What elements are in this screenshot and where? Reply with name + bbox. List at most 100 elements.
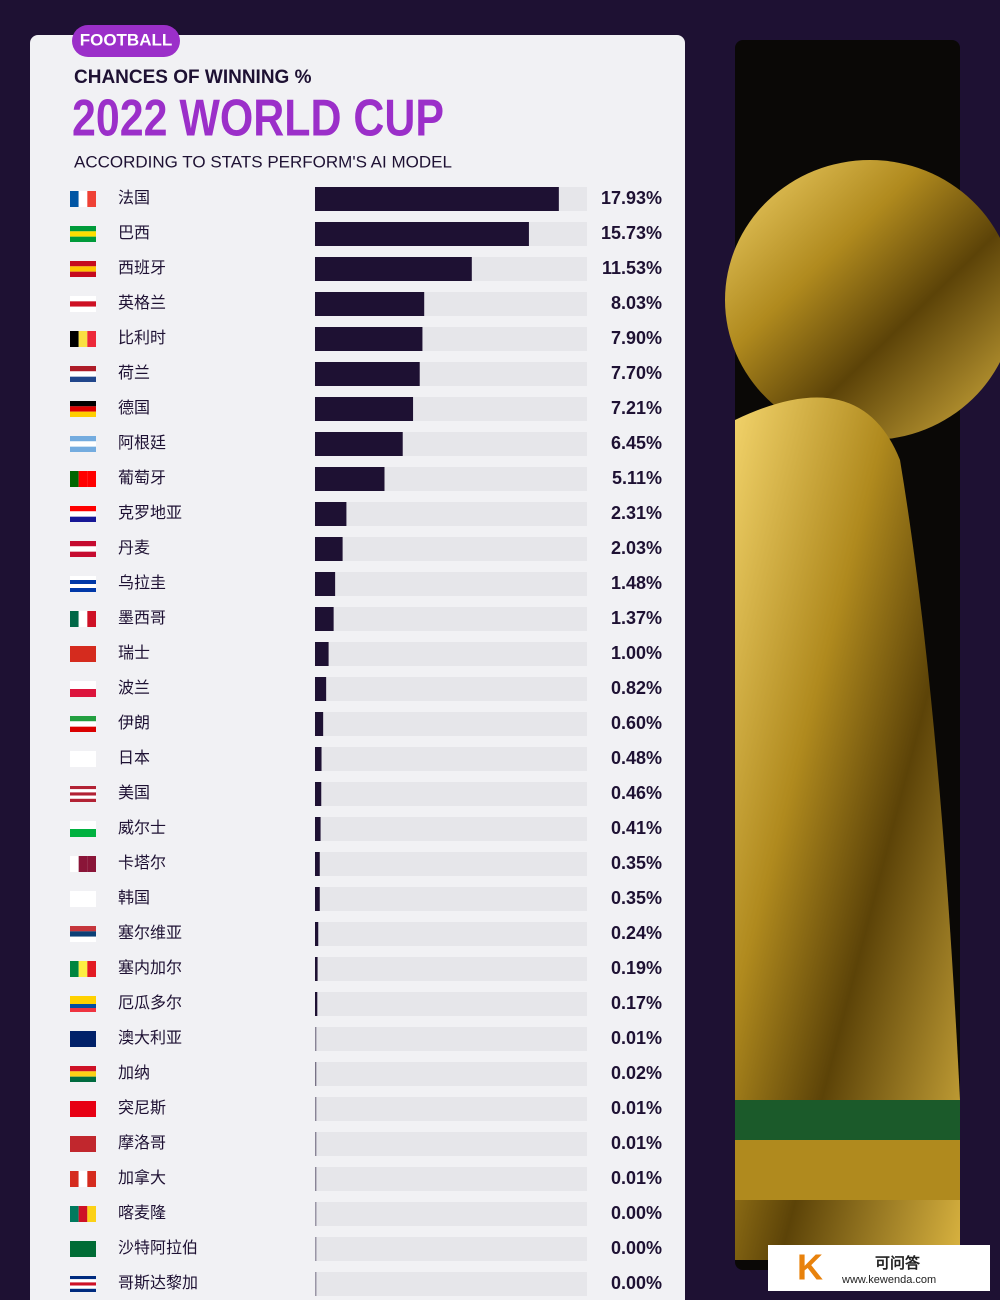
- flag: [70, 271, 96, 277]
- flag: [70, 856, 79, 872]
- flag: [70, 376, 96, 382]
- category-label: 塞内加尔: [118, 959, 182, 977]
- bar-track-edge: [315, 1097, 317, 1121]
- category-label: 澳大利亚: [118, 1029, 182, 1047]
- bar: [315, 852, 320, 876]
- category-label: 伊朗: [118, 714, 150, 732]
- bar-track: [315, 712, 587, 736]
- category-label: 乌拉圭: [118, 574, 166, 592]
- flag: [70, 1285, 96, 1289]
- bar: [315, 817, 321, 841]
- flag: [70, 301, 96, 307]
- category-label: 葡萄牙: [118, 469, 166, 487]
- flag: [78, 331, 88, 347]
- category-label: 加拿大: [118, 1168, 166, 1187]
- flag: [70, 371, 96, 377]
- flag: [70, 541, 96, 547]
- flag: [70, 1008, 96, 1012]
- value-label: 0.48%: [611, 748, 662, 768]
- bar: [315, 572, 336, 596]
- flag: [78, 856, 88, 872]
- flag: [70, 1000, 96, 1004]
- bar-track: [315, 1027, 587, 1051]
- category-label: 德国: [118, 399, 150, 417]
- value-label: 0.82%: [611, 678, 662, 698]
- flag: [70, 931, 96, 937]
- bar-track: [315, 747, 587, 771]
- value-label: 6.45%: [611, 433, 662, 453]
- bar-track-edge: [315, 1272, 317, 1296]
- flag: [70, 1066, 96, 1072]
- svg-text:K: K: [797, 1247, 823, 1288]
- value-label: 2.31%: [611, 503, 662, 523]
- flag: [70, 1282, 96, 1286]
- flag: [78, 961, 88, 977]
- category-label: 威尔士: [118, 819, 166, 837]
- flag: [70, 226, 96, 232]
- value-label: 0.19%: [611, 958, 662, 978]
- value-label: 2.03%: [611, 538, 662, 558]
- flag: [70, 584, 96, 588]
- category-label: 卡塔尔: [118, 854, 166, 872]
- badge: [72, 25, 180, 57]
- bar: [315, 537, 343, 561]
- bar-track: [315, 1097, 587, 1121]
- flag: [70, 961, 79, 977]
- bar-track: [315, 1237, 587, 1261]
- bar: [315, 362, 420, 386]
- bar: [315, 992, 318, 1016]
- flag: [70, 681, 96, 689]
- category-label: 韩国: [118, 889, 150, 907]
- bar: [315, 642, 329, 666]
- bar-track: [315, 782, 587, 806]
- flag: [70, 798, 96, 802]
- flag: [70, 751, 96, 767]
- bar: [315, 257, 472, 281]
- flag: [70, 411, 96, 417]
- category-label: 波兰: [118, 679, 150, 697]
- flag: [70, 789, 96, 793]
- flag: [70, 1206, 79, 1222]
- value-label: 17.93%: [601, 188, 662, 208]
- value-label: 0.35%: [611, 853, 662, 873]
- bar-track: [315, 957, 587, 981]
- flag: [70, 926, 96, 932]
- flag: [87, 331, 96, 347]
- bar: [315, 922, 319, 946]
- category-label: 英格兰: [118, 294, 166, 312]
- flag: [87, 611, 96, 627]
- bar-track: [315, 992, 587, 1016]
- flag: [70, 436, 96, 442]
- flag: [70, 446, 96, 452]
- flag: [78, 611, 88, 627]
- value-label: 0.00%: [611, 1273, 662, 1293]
- bar: [315, 397, 414, 421]
- flag: [70, 306, 96, 312]
- card: [30, 35, 685, 1300]
- chart-caption: ACCORDING TO STATS PERFORM'S AI MODEL: [74, 152, 452, 171]
- bar-track: [315, 922, 587, 946]
- flag: [78, 1206, 88, 1222]
- bar: [315, 467, 385, 491]
- bar-track: [315, 1202, 587, 1226]
- flag: [70, 1171, 79, 1187]
- flag: [70, 296, 96, 302]
- flag: [70, 441, 96, 447]
- flag: [70, 1071, 96, 1077]
- flag: [70, 506, 96, 512]
- bar-track-edge: [315, 1132, 317, 1156]
- bar-track-edge: [315, 1062, 317, 1086]
- flag: [87, 856, 96, 872]
- value-label: 0.01%: [611, 1098, 662, 1118]
- flag: [87, 1206, 96, 1222]
- flag: [70, 1241, 96, 1257]
- value-label: 0.46%: [611, 783, 662, 803]
- bar-track-edge: [315, 1027, 317, 1051]
- value-label: 0.02%: [611, 1063, 662, 1083]
- flag: [70, 1288, 96, 1292]
- bar-track: [315, 642, 587, 666]
- value-label: 5.11%: [612, 468, 662, 488]
- category-label: 瑞士: [118, 644, 150, 662]
- bar-track-edge: [315, 1202, 317, 1226]
